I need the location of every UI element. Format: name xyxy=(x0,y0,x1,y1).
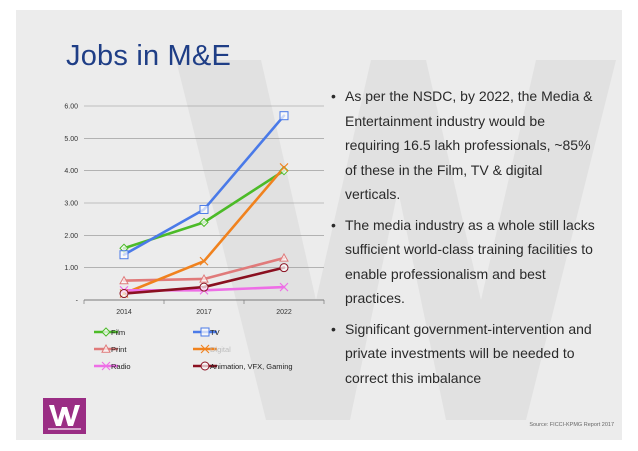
data-point xyxy=(200,344,210,354)
brand-logo xyxy=(43,398,86,434)
slide-title: Jobs in M&E xyxy=(66,40,231,72)
slide: Jobs in M&E - 1.00 2.00 3.00 4.00 5.00 6.00 20… xyxy=(16,10,622,440)
data-point xyxy=(199,217,209,228)
source-note: Source: FICCI-KPMG Report 2017 xyxy=(529,422,614,428)
data-point xyxy=(119,250,129,260)
legend-label: Print xyxy=(111,345,127,354)
y-tick-label: 4.00 xyxy=(64,168,78,175)
legend-item: Digital xyxy=(193,344,231,354)
jobs-line-chart: - 1.00 2.00 3.00 4.00 5.00 6.00 2014 2017 2022 F… xyxy=(64,104,325,371)
data-point xyxy=(279,252,289,262)
y-tick-label: 6.00 xyxy=(64,104,78,111)
bullet-item: As per the NSDC, by 2022, the Media & En… xyxy=(331,84,601,207)
x-axis-ticks: 2014 2017 2022 xyxy=(83,300,325,316)
x-tick-label: 2014 xyxy=(116,309,132,316)
legend-item: Film xyxy=(94,327,125,337)
data-point xyxy=(200,361,210,371)
data-point xyxy=(101,361,111,371)
y-tick-label: 5.00 xyxy=(64,136,78,143)
data-point xyxy=(200,327,210,337)
legend-label: TV xyxy=(210,328,220,337)
y-tick-label: - xyxy=(76,298,79,305)
x-tick-label: 2022 xyxy=(276,309,292,316)
legend-label: Animation, VFX, Gaming xyxy=(210,362,293,371)
chart-grid xyxy=(84,105,324,301)
data-point xyxy=(101,327,111,337)
legend-item: Radio xyxy=(94,361,131,371)
data-point xyxy=(101,343,111,353)
data-point xyxy=(279,111,289,121)
legend-item: TV xyxy=(193,327,220,337)
data-point xyxy=(279,163,289,172)
x-tick-label: 2017 xyxy=(196,309,212,316)
y-tick-label: 1.00 xyxy=(64,265,78,272)
y-axis-ticks: - 1.00 2.00 3.00 4.00 5.00 6.00 xyxy=(64,104,78,305)
y-tick-label: 2.00 xyxy=(64,233,78,240)
data-point xyxy=(199,273,209,283)
bullet-list: As per the NSDC, by 2022, the Media & En… xyxy=(331,84,601,396)
data-point xyxy=(199,282,209,292)
bullet-item: The media industry as a whole still lack… xyxy=(331,213,601,311)
legend-label: Digital xyxy=(210,345,231,354)
chart-series xyxy=(119,111,289,299)
bullet-item: Significant government-intervention and … xyxy=(331,317,601,391)
data-point xyxy=(199,256,209,266)
legend-item: Print xyxy=(94,343,127,354)
data-point xyxy=(279,263,289,273)
data-point xyxy=(199,204,209,214)
data-point xyxy=(119,275,129,285)
legend-label: Radio xyxy=(111,362,131,371)
data-point xyxy=(279,282,289,292)
data-point xyxy=(119,289,129,299)
legend-item: Animation, VFX, Gaming xyxy=(193,361,293,371)
legend-label: Film xyxy=(111,328,125,337)
y-tick-label: 3.00 xyxy=(64,201,78,208)
chart-legend: Film TV Print Digital Radio Animation, VFX, G… xyxy=(94,327,293,371)
